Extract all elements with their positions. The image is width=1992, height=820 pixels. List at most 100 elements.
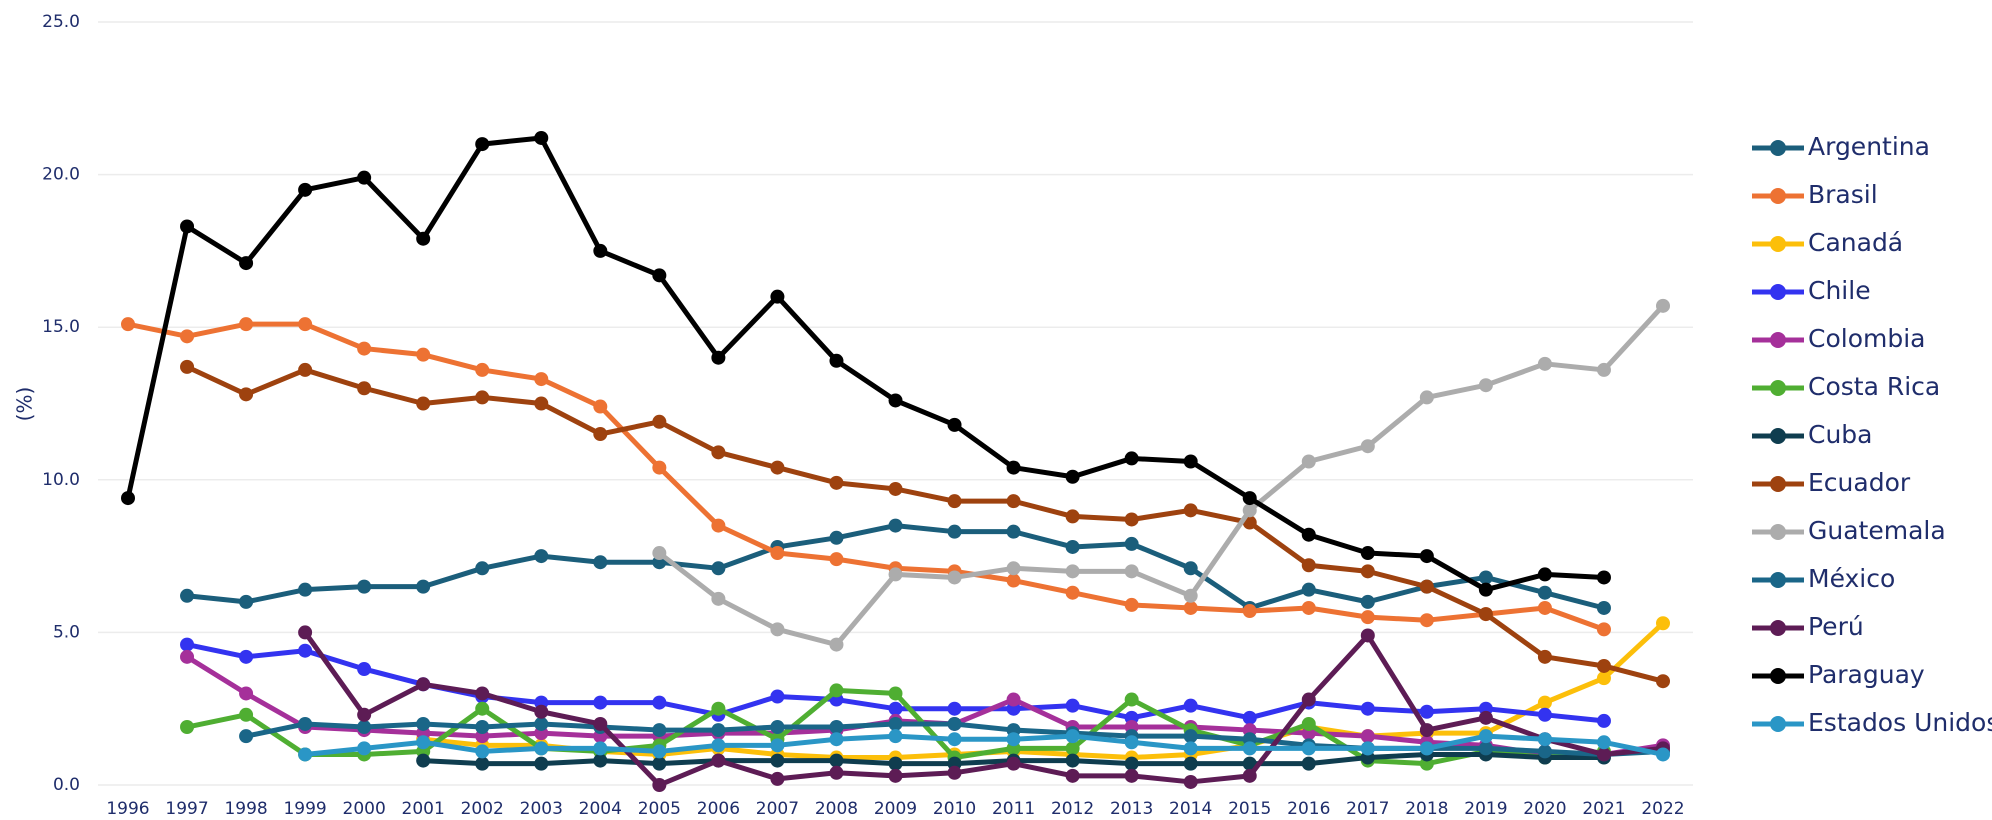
x-tick-label: 2017 <box>1346 799 1389 819</box>
point <box>593 427 608 442</box>
point <box>829 552 844 567</box>
point <box>1124 564 1139 579</box>
point <box>888 393 903 408</box>
point <box>1419 741 1434 756</box>
point <box>1006 573 1021 588</box>
point <box>1360 701 1375 716</box>
point <box>1478 729 1493 744</box>
legend-marker <box>1770 188 1786 204</box>
point <box>1006 494 1021 509</box>
point <box>1478 607 1493 622</box>
point <box>357 720 372 735</box>
point <box>475 720 490 735</box>
point <box>652 268 667 283</box>
point <box>180 720 195 735</box>
x-tick-label: 2004 <box>579 799 622 819</box>
point <box>652 778 667 792</box>
point <box>1065 768 1080 783</box>
legend-marker <box>1770 524 1786 540</box>
point <box>593 399 608 414</box>
point <box>1065 585 1080 600</box>
point <box>770 720 785 735</box>
point <box>357 381 372 396</box>
point <box>888 756 903 771</box>
point <box>770 689 785 704</box>
point <box>1242 756 1257 771</box>
point <box>1183 729 1198 744</box>
point <box>1183 454 1198 469</box>
point <box>1006 756 1021 771</box>
legend-label: Ecuador <box>1808 468 1911 497</box>
point <box>829 475 844 490</box>
point <box>947 732 962 747</box>
point <box>1419 579 1434 594</box>
point <box>1301 527 1316 542</box>
point <box>239 729 254 744</box>
legend-marker <box>1770 620 1786 636</box>
x-tick-label: 2020 <box>1523 799 1566 819</box>
point <box>770 546 785 561</box>
point <box>1124 536 1139 551</box>
point <box>947 524 962 539</box>
point <box>1242 604 1257 619</box>
point <box>1065 698 1080 713</box>
x-tick-label: 1999 <box>283 799 326 819</box>
point <box>416 347 431 362</box>
point <box>534 756 549 771</box>
point <box>1006 524 1021 539</box>
point <box>1124 597 1139 612</box>
legend-marker <box>1770 332 1786 348</box>
point <box>1065 509 1080 524</box>
point <box>829 720 844 735</box>
point <box>180 649 195 664</box>
legend-label: Paraguay <box>1808 660 1925 689</box>
y-tick-label: 0.0 <box>53 775 80 795</box>
point <box>180 359 195 374</box>
point <box>947 701 962 716</box>
x-tick-label: 2010 <box>933 799 976 819</box>
point <box>239 649 254 664</box>
point <box>1242 710 1257 725</box>
x-tick-label: 2009 <box>874 799 917 819</box>
y-tick-label: 20.0 <box>42 165 80 185</box>
point <box>711 561 726 576</box>
point <box>1183 741 1198 756</box>
y-tick-label: 25.0 <box>42 12 80 32</box>
legend-label: Brasil <box>1808 180 1878 209</box>
point <box>1360 546 1375 561</box>
point <box>1596 671 1611 686</box>
legend-marker <box>1770 716 1786 732</box>
point <box>1360 729 1375 744</box>
point <box>652 695 667 710</box>
point <box>416 735 431 750</box>
point <box>1419 549 1434 564</box>
legend-label: Cuba <box>1808 420 1873 449</box>
point <box>1537 649 1552 664</box>
x-tick-label: 2002 <box>461 799 504 819</box>
point <box>1065 539 1080 554</box>
point <box>888 481 903 496</box>
point <box>1478 710 1493 725</box>
point <box>1537 356 1552 371</box>
point <box>475 686 490 701</box>
point <box>1478 570 1493 585</box>
point <box>1360 594 1375 609</box>
point <box>1360 439 1375 454</box>
point <box>475 137 490 152</box>
point <box>1065 741 1080 756</box>
point <box>1124 768 1139 783</box>
series <box>298 729 1670 762</box>
x-tick-label: 2007 <box>756 799 799 819</box>
x-tick-label: 2013 <box>1110 799 1153 819</box>
point <box>1065 753 1080 768</box>
x-tick-label: 2022 <box>1641 799 1684 819</box>
point <box>888 701 903 716</box>
point <box>298 747 313 762</box>
point <box>652 414 667 429</box>
series-line <box>185 364 1664 684</box>
point <box>947 716 962 731</box>
point <box>1301 741 1316 756</box>
point <box>593 716 608 731</box>
legend-label: Perú <box>1808 612 1864 641</box>
point <box>1242 503 1257 518</box>
